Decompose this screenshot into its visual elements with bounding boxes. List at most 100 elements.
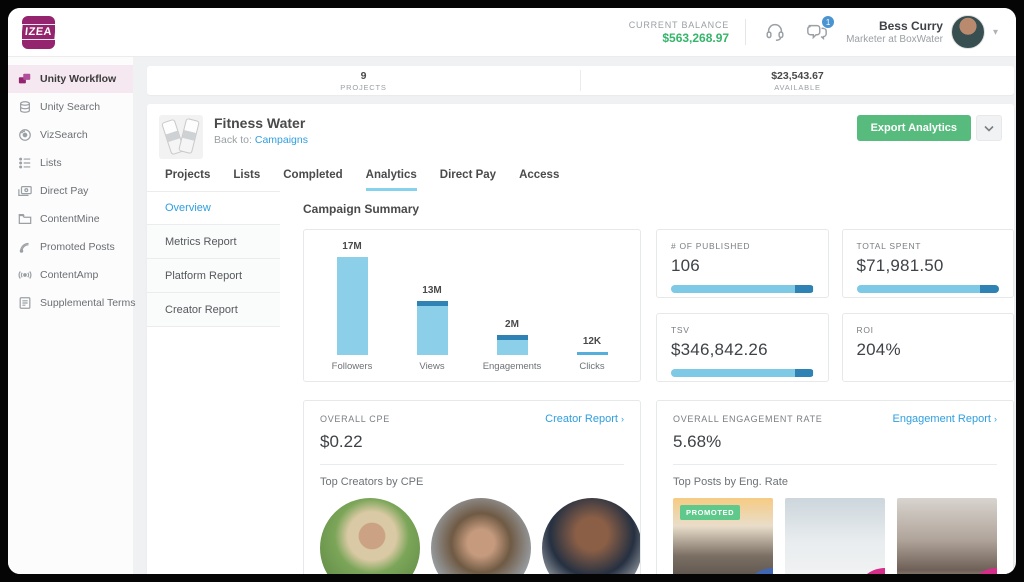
report-nav-platform-report[interactable]: Platform Report — [147, 259, 280, 293]
projects-value: 9 — [360, 69, 367, 82]
user-name: Bess Curry — [878, 19, 943, 33]
chart-column-engagements: 2M Engagements — [472, 240, 552, 373]
available-stat: $23,543.67 AVAILABLE — [581, 66, 1014, 95]
campaign-thumbnail — [159, 115, 203, 159]
creator-avatar[interactable]: $0.09 — [431, 498, 531, 574]
bar-category-label: Views — [419, 361, 445, 372]
tsv-stat-card: TSV $346,842.26 — [656, 312, 829, 382]
views-bar — [416, 301, 448, 355]
overall-cpe-card: OVERALL CPE Creator Report › $0.22 Top C… — [303, 400, 641, 574]
tab-completed[interactable]: Completed — [283, 169, 343, 181]
sidebar-item-lists[interactable]: Lists — [8, 149, 133, 177]
chevron-right-icon: › — [621, 414, 624, 424]
stat-value: 204% — [856, 339, 901, 359]
sidebar-item-label: ContentMine — [40, 213, 100, 225]
user-avatar[interactable] — [950, 15, 985, 49]
engagement-rate-label: OVERALL ENGAGEMENT RATE — [673, 414, 823, 424]
export-analytics-button[interactable]: Export Analytics — [856, 115, 971, 141]
sidebar-item-unity-workflow[interactable]: Unity Workflow — [8, 65, 133, 93]
sidebar-item-unity-search[interactable]: Unity Search — [8, 93, 133, 121]
divider — [745, 19, 747, 45]
sidebar-item-supplemental-terms[interactable]: Supplemental Terms — [8, 289, 136, 317]
account-summary-bar: 9 PROJECTS $23,543.67 AVAILABLE — [147, 66, 1014, 95]
vizsearch-icon — [19, 129, 31, 141]
direct-pay-icon — [18, 186, 32, 196]
tab-access[interactable]: Access — [519, 169, 560, 181]
roi-stat-card: ROI 204% — [841, 312, 1014, 382]
report-nav-creator-report[interactable]: Creator Report — [147, 293, 280, 327]
cpe-value: $0.22 — [320, 432, 363, 451]
bar-value-label: 12K — [582, 336, 602, 347]
facebook-icon: f — [743, 568, 773, 574]
sidebar-item-label: Unity Workflow — [40, 73, 117, 85]
chat-bubbles-icon — [807, 24, 827, 40]
messages-button[interactable]: 1 — [804, 15, 836, 45]
stat-label: # OF PUBLISHED — [671, 241, 751, 251]
sidebar-item-label: Unity Search — [40, 101, 101, 113]
sidebar-item-direct-pay[interactable]: Direct Pay — [8, 177, 133, 205]
report-nav-metrics-report[interactable]: Metrics Report — [147, 225, 280, 259]
stat-value: 106 — [671, 256, 700, 275]
main-area: 9 PROJECTS $23,543.67 AVAILABLE Fitnes — [133, 57, 1016, 574]
stat-label: TSV — [671, 324, 690, 335]
creator-avatar[interactable]: $0.07 — [320, 498, 420, 574]
top-creators-label: Top Creators by CPE — [320, 476, 424, 488]
creator-avatar[interactable]: $0.14 — [542, 498, 640, 574]
stat-value: $71,981.50 — [856, 256, 944, 275]
tab-direct-pay[interactable]: Direct Pay — [439, 169, 497, 181]
export-dropdown-button[interactable] — [976, 115, 1002, 141]
cpe-label: OVERALL CPE — [320, 414, 390, 424]
izea-logo[interactable]: IZEA — [20, 15, 57, 49]
report-nav: Overview Metrics Report Platform Report … — [147, 191, 280, 574]
chart-column-views: 13M Views — [392, 240, 472, 373]
unity-workflow-icon — [18, 73, 31, 84]
sidebar-item-contentamp[interactable]: ContentAmp — [8, 261, 133, 289]
promoted-badge: PROMOTED — [680, 505, 741, 520]
bar-category-label: Clicks — [579, 361, 605, 372]
post-thumbnail[interactable]: PROMOTED 16.54% f — [673, 498, 773, 574]
divider — [673, 464, 997, 465]
balance-label: CURRENT BALANCE — [628, 19, 730, 30]
engagements-bar — [496, 335, 528, 355]
top-posts-label: Top Posts by Eng. Rate — [673, 476, 788, 488]
user-menu[interactable]: Bess Curry Marketer at BoxWater ▾ — [846, 15, 998, 49]
breadcrumb: Back to: Campaigns — [214, 134, 308, 146]
tab-projects[interactable]: Projects — [165, 169, 211, 181]
izea-logo-text: IZEA — [20, 24, 57, 40]
report-nav-overview[interactable]: Overview — [147, 191, 280, 225]
divider — [580, 70, 581, 91]
progress-bar — [671, 285, 814, 293]
post-thumbnail[interactable]: 4.47% — [785, 498, 885, 574]
chevron-down-icon — [984, 125, 994, 132]
summary-bar-chart: 17M Followers 13M — [303, 229, 641, 382]
total-spent-stat-card: TOTAL SPENT $71,981.50 — [841, 229, 1014, 298]
divider — [320, 464, 624, 465]
tab-analytics[interactable]: Analytics — [365, 169, 417, 191]
water-bottle-graphic — [178, 117, 200, 155]
chevron-right-icon: › — [994, 414, 997, 424]
sidebar-item-label: ContentAmp — [40, 269, 99, 281]
projects-label: PROJECTS — [340, 82, 387, 92]
engagement-report-link[interactable]: Engagement Report › — [892, 413, 997, 425]
lists-icon — [19, 157, 31, 169]
promoted-posts-icon — [19, 242, 29, 253]
available-label: AVAILABLE — [774, 82, 821, 92]
top-bar: IZEA CURRENT BALANCE $563,268.97 — [8, 8, 1016, 57]
engagement-rate-value: 5.68% — [673, 432, 722, 451]
sidebar-item-label: Direct Pay — [40, 185, 89, 197]
stat-value: $346,842.26 — [671, 339, 768, 359]
sidebar-item-label: Promoted Posts — [40, 241, 115, 253]
progress-bar — [671, 368, 814, 377]
sidebar-item-contentmine[interactable]: ContentMine — [8, 205, 133, 233]
creator-report-link[interactable]: Creator Report › — [545, 413, 624, 425]
post-thumbnail[interactable]: 3.45% — [897, 498, 997, 574]
stat-label: TOTAL SPENT — [856, 241, 922, 251]
bar-category-label: Engagements — [482, 361, 542, 372]
support-headset-icon[interactable] — [762, 19, 788, 45]
sidebar-item-vizsearch[interactable]: VizSearch — [8, 121, 133, 149]
app-window: IZEA CURRENT BALANCE $563,268.97 — [8, 8, 1016, 574]
tab-lists[interactable]: Lists — [233, 169, 261, 181]
sidebar-item-promoted-posts[interactable]: Promoted Posts — [8, 233, 133, 261]
campaigns-link[interactable]: Campaigns — [254, 134, 308, 146]
current-balance: CURRENT BALANCE $563,268.97 — [629, 20, 729, 45]
